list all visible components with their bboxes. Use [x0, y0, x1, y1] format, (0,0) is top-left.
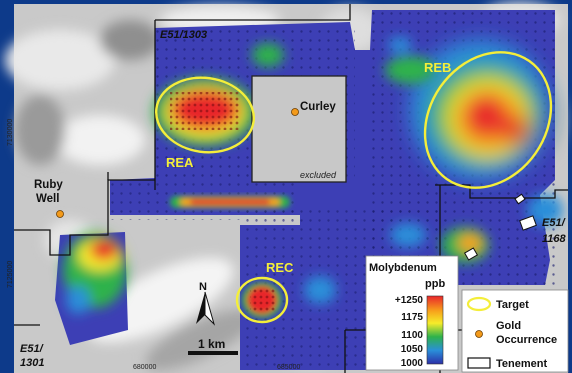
scale-bar: 1 km [188, 337, 238, 355]
tenement-label-e51-1301-a: E51/ [20, 343, 45, 355]
easting-label-right: 685000 [277, 364, 300, 371]
tenement-label-e51-1168-a: E51/ [542, 217, 567, 229]
colorbar-tick-1100: 1100 [401, 330, 423, 341]
colorbar-title: Molybdenum [369, 262, 437, 274]
north-arrow-label: N [199, 281, 207, 293]
gold-occurrence-ruby-well [56, 210, 64, 218]
colorbar-tick-1250: +1250 [395, 295, 424, 306]
easting-label-left: 680000 [133, 364, 156, 371]
occurrence-label-curley: Curley [300, 101, 336, 113]
north-arrow: N [196, 281, 215, 326]
target-rea-outline [155, 76, 255, 154]
symbol-legend: Target Gold Occurrence Tenement [461, 289, 569, 373]
occurrence-label-ruby: Ruby [34, 179, 63, 191]
target-label-rea: REA [166, 155, 194, 170]
northing-label-bottom: 7125000 [7, 261, 14, 288]
colorbar-tick-1050: 1050 [401, 344, 424, 355]
excluded-area [251, 75, 347, 183]
northing-label-top: 7130000 [7, 119, 14, 146]
small-tenement-blocks [463, 193, 537, 261]
colorbar-tick-1000: 1000 [401, 358, 424, 369]
tenement-label-e51-1301-b: 1301 [20, 357, 44, 369]
gold-occurrences [56, 108, 299, 218]
legend-tenement-symbol [467, 357, 491, 369]
target-rec-outline [235, 276, 289, 324]
legend-gold-symbol [475, 330, 483, 338]
legend-gold-label-1: Gold [496, 320, 521, 332]
target-label-reb: REB [424, 60, 451, 75]
colorbar-legend: Molybdenum ppb +1250 1175 1100 1050 1000 [365, 255, 459, 371]
scale-bar-label: 1 km [198, 337, 225, 351]
legend-tenement-label: Tenement [496, 358, 547, 370]
target-reb-outline [423, 51, 553, 189]
legend-target-symbol [466, 296, 492, 312]
gold-occurrence-curley [291, 108, 299, 116]
colorbar-tick-1175: 1175 [401, 312, 423, 323]
occurrence-label-well: Well [36, 193, 59, 205]
target-label-rec: REC [266, 260, 294, 275]
legend-target-label: Target [496, 299, 529, 311]
excluded-label: excluded [300, 170, 337, 180]
target-outlines [155, 51, 553, 324]
colorbar-unit: ppb [425, 278, 445, 290]
tenement-label-e51-1168-b: 1168 [542, 233, 567, 245]
legend-gold-label-2: Occurrence [496, 334, 557, 346]
tenement-label-e51-1303: E51/1303 [160, 29, 207, 41]
